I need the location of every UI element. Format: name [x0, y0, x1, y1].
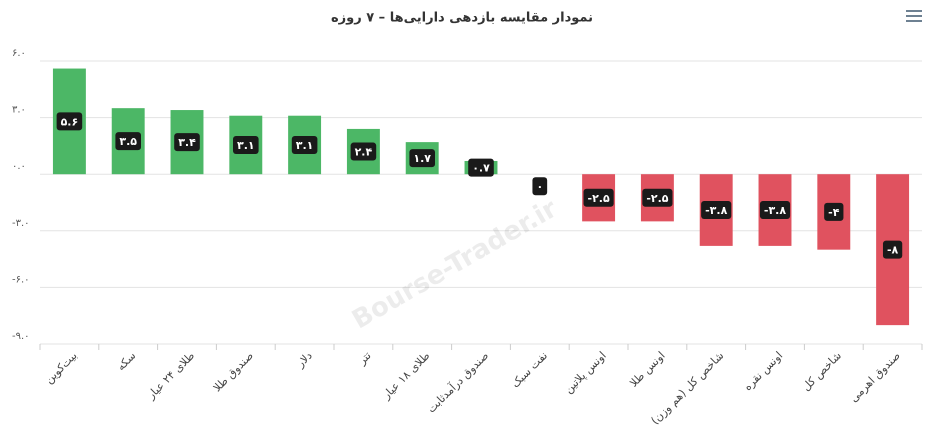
data-label-box: [468, 158, 494, 177]
data-label-text: -۲.۵: [588, 192, 610, 205]
y-tick-label: ۰.۰: [12, 161, 26, 172]
watermark: Bourse-Trader.ir: [347, 194, 562, 336]
x-tick-label: سکه: [114, 349, 138, 373]
data-label-text: -۳.۸: [764, 204, 786, 217]
data-label-text: -۳.۸: [705, 204, 727, 217]
data-label-box: [291, 135, 318, 154]
y-tick-label: ۳.۰: [12, 105, 26, 116]
chart-title: نمودار مقایسه بازدهی دارایی‌ها – ۷ روزه: [331, 11, 593, 26]
x-tick-label: اونس طلا: [627, 349, 668, 390]
data-label: -۸: [882, 240, 903, 259]
y-tick-label: -۶.۰: [12, 274, 30, 285]
data-label-box: [532, 177, 548, 196]
data-label-box: [350, 142, 377, 161]
data-label: -۳.۸: [701, 201, 732, 220]
data-label-text: ۵.۶: [61, 115, 79, 128]
x-tick-label: دلار: [293, 349, 315, 371]
data-label: ۲.۴: [350, 142, 377, 161]
data-label: ۵.۶: [56, 112, 83, 131]
data-label: ۱.۷: [409, 149, 436, 168]
data-label: ۳.۱: [291, 135, 318, 154]
data-label-text: ۳.۱: [296, 139, 314, 152]
x-tick-label: طلای ۱۸ عیار: [379, 349, 432, 402]
data-label: -۳.۸: [759, 201, 791, 220]
data-label: ۰: [532, 177, 548, 196]
data-label-text: ۰: [536, 180, 543, 193]
x-tick-label: نفت سبک: [509, 349, 550, 390]
y-tick-label: -۳.۰: [12, 218, 30, 229]
data-label-text: ۲.۴: [355, 146, 373, 159]
data-label-box: [409, 149, 436, 168]
menu-icon[interactable]: [906, 10, 922, 22]
x-tick-label: طلای ۲۴ عیار: [144, 349, 197, 402]
data-label-box: [583, 188, 614, 207]
x-tick-label: صندوق طلا: [211, 349, 256, 394]
x-tick-label: صندوق اهرمی: [847, 349, 903, 405]
data-label-box: [701, 201, 732, 220]
data-label: ۳.۵: [115, 132, 142, 151]
data-label-box: [115, 132, 142, 151]
data-label-box: [56, 112, 83, 131]
x-tick-label: اونس نقره: [741, 349, 785, 393]
menu-bar: [906, 20, 922, 22]
data-label-text: ۱.۷: [413, 152, 431, 165]
data-label: -۴: [824, 202, 844, 221]
data-label-text: ۰.۷: [472, 162, 490, 175]
data-label-box: [232, 135, 259, 154]
data-label-text: -۴: [828, 206, 840, 219]
x-tick-label: شاخص کل: [800, 349, 844, 393]
data-label: ۳.۴: [174, 133, 200, 152]
data-label: ۰.۷: [468, 158, 494, 177]
x-tick-label: تتر: [355, 349, 374, 368]
data-label-text: ۳.۵: [119, 135, 137, 148]
data-label: ۳.۱: [232, 135, 259, 154]
y-tick-label: -۹.۰: [12, 331, 30, 342]
x-tick-label: اونس پلاتین: [562, 349, 609, 396]
menu-bar: [906, 10, 922, 12]
data-label-box: [824, 202, 844, 221]
data-label-text: -۲.۵: [646, 192, 668, 205]
data-label-text: ۳.۴: [178, 136, 196, 149]
data-label-box: [642, 188, 673, 207]
data-label-box: [174, 133, 200, 152]
x-tick-label: صندوق درآمدثابت: [424, 348, 491, 415]
menu-bar: [906, 15, 922, 17]
y-tick-label: ۶.۰: [12, 48, 26, 59]
x-tick-label: بیت‌کوین: [42, 349, 79, 386]
data-label-box: [882, 240, 903, 259]
data-label: -۲.۵: [583, 188, 614, 207]
data-label-text: -۸: [887, 244, 899, 257]
data-label: -۲.۵: [642, 188, 673, 207]
data-label-text: ۳.۱: [237, 139, 255, 152]
data-label-box: [759, 201, 791, 220]
